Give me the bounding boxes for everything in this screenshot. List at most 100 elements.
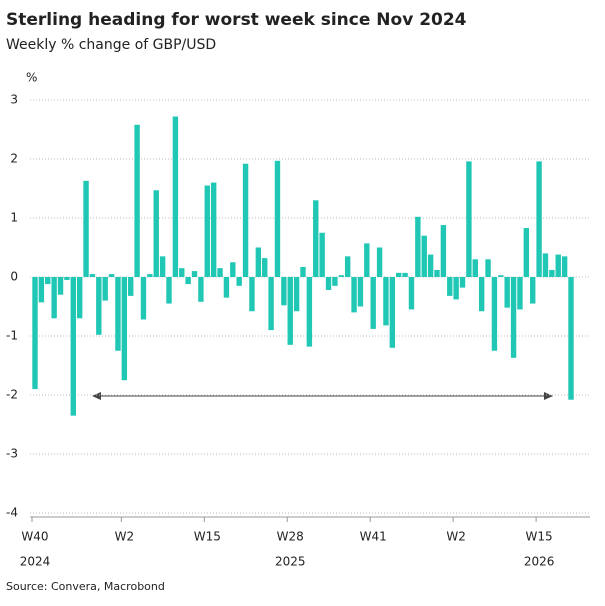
bar [179,268,185,277]
bar [140,277,147,320]
bar [96,277,102,335]
y-tick-label: 2 [10,152,18,166]
bar [159,256,166,277]
bar [376,247,383,277]
bar [536,161,542,277]
bar [102,277,108,301]
bar [108,274,115,277]
y-tick-label: 0 [10,270,18,284]
x-year-label: 2024 [20,555,51,569]
bar [396,272,402,277]
bar [293,277,300,312]
bar [147,274,153,277]
bar [402,272,408,277]
bar [383,277,389,326]
bar [51,277,57,319]
y-tick-label: 3 [10,93,18,107]
bar [313,200,319,277]
y-tick-label: -1 [6,329,18,343]
annotation-arrow [92,392,553,400]
bar [83,180,89,277]
bar [364,243,370,277]
bar [287,277,293,345]
bar [427,254,434,277]
bar [249,277,255,312]
bar [338,275,344,277]
bar [134,124,140,277]
bar [70,277,76,416]
bar [510,277,517,358]
bar [568,277,574,400]
y-tick-label: -3 [6,447,18,461]
bar [57,277,64,295]
bar [440,225,447,277]
bar [128,277,134,296]
bar [344,256,351,277]
bar [319,232,325,277]
bar [357,277,364,307]
bar [153,190,159,277]
bar [121,277,128,381]
x-tick-label: W28 [277,530,304,544]
x-year-label: 2025 [275,555,306,569]
bar [223,277,230,298]
bar [332,277,338,286]
y-axis-label: % [26,71,37,85]
bar [89,274,96,277]
bar [262,258,268,277]
x-year-label: 2026 [524,555,555,569]
bar [408,277,415,310]
bar [64,277,70,280]
bar [255,247,262,277]
bar [236,277,242,286]
bar [561,256,568,277]
bar [217,268,223,277]
bar [306,277,313,347]
bar [76,277,83,319]
bar [274,160,281,277]
bar [281,277,287,306]
bar [230,262,236,277]
bar [504,277,510,308]
bar [351,277,357,313]
bar [370,277,376,329]
bar [210,182,217,277]
bar [466,161,472,277]
bar [491,277,498,351]
bar [45,277,51,285]
bar [421,235,427,277]
bar [485,259,491,277]
source: Source: Convera, Macrobond [6,580,165,593]
bar [166,277,172,304]
bar [549,269,555,277]
bar [447,277,453,296]
bar [172,116,179,278]
bar [523,228,530,277]
x-tick-label: W15 [526,530,553,544]
bar [268,277,274,331]
bar [389,277,396,348]
bar [498,275,504,277]
y-tick-label: -2 [6,388,18,402]
bar [242,163,249,277]
bar [300,266,306,277]
bar [434,269,440,277]
bar [472,259,478,277]
bar [530,277,536,304]
chart-title: Sterling heading for worst week since No… [6,10,467,30]
bar [325,277,332,290]
bar [478,277,485,312]
bar [453,277,459,300]
bar [415,216,421,277]
bar [517,277,523,310]
x-tick-label: W2 [446,530,466,544]
x-tick-label: W2 [115,530,135,544]
bar [459,277,466,288]
x-tick-label: W15 [194,530,221,544]
bar [185,277,191,285]
x-tick-label: W41 [360,530,387,544]
y-tick-label: 1 [10,211,18,225]
bar [204,185,210,277]
bar [555,254,561,277]
